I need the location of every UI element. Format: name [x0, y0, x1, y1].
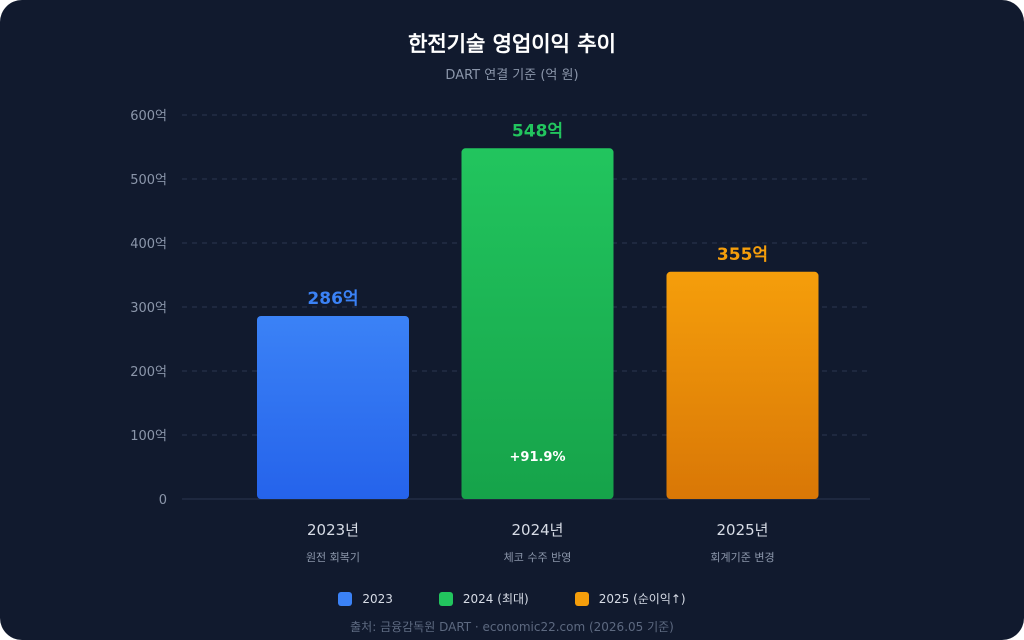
x-tick-label-2023년: 2023년 [307, 521, 359, 539]
category-note-2023년: 원전 회복기 [306, 551, 360, 564]
y-tick-label-600: 600억 [130, 109, 167, 124]
chart-subtitle: DART 연결 기준 (억 원) [445, 68, 579, 83]
category-note-2025년: 회계기준 변경 [710, 551, 774, 564]
legend-label-2025: 2025 (순이익↑) [598, 592, 686, 606]
y-tick-label-500: 500억 [130, 173, 167, 188]
y-tick-label-0: 0 [159, 493, 167, 508]
legend-item-2025: 2025 (순이익↑) [574, 590, 686, 607]
value-label-2023년: 286억 [307, 289, 358, 309]
legend-swatch-2025 [574, 591, 589, 606]
source-note: 출처: 금융감독원 DART · economic22.com (2026.05… [350, 620, 674, 634]
legend-label-2023: 2023 [362, 591, 393, 606]
legend: 2023 2024 (최대) 2025 (순이익↑) [0, 590, 1024, 607]
value-label-2024년: 548억 [512, 121, 563, 141]
y-tick-label-100: 100억 [130, 429, 167, 444]
y-tick-label-400: 400억 [130, 237, 167, 252]
y-tick-label-200: 200억 [130, 365, 167, 380]
legend-item-2023: 2023 [338, 590, 393, 607]
legend-swatch-2023 [338, 591, 353, 606]
x-tick-label-2025년: 2025년 [717, 521, 769, 539]
category-note-2024년: 체코 수주 반영 [504, 551, 572, 564]
value-label-2025년: 355억 [717, 245, 768, 265]
y-tick-label-300: 300억 [130, 301, 167, 316]
chart-title: 한전기술 영업이익 추이 [408, 32, 616, 56]
bar-2023년 [257, 315, 409, 499]
bar-2024년 [461, 148, 614, 499]
legend-item-2024: 2024 (최대) [438, 590, 529, 607]
legend-swatch-2024 [438, 591, 453, 606]
growth-annotation: +91.9% [510, 450, 566, 465]
legend-label-2024: 2024 (최대) [462, 592, 529, 606]
bar-2025년 [666, 271, 819, 499]
x-tick-label-2024년: 2024년 [512, 521, 564, 539]
